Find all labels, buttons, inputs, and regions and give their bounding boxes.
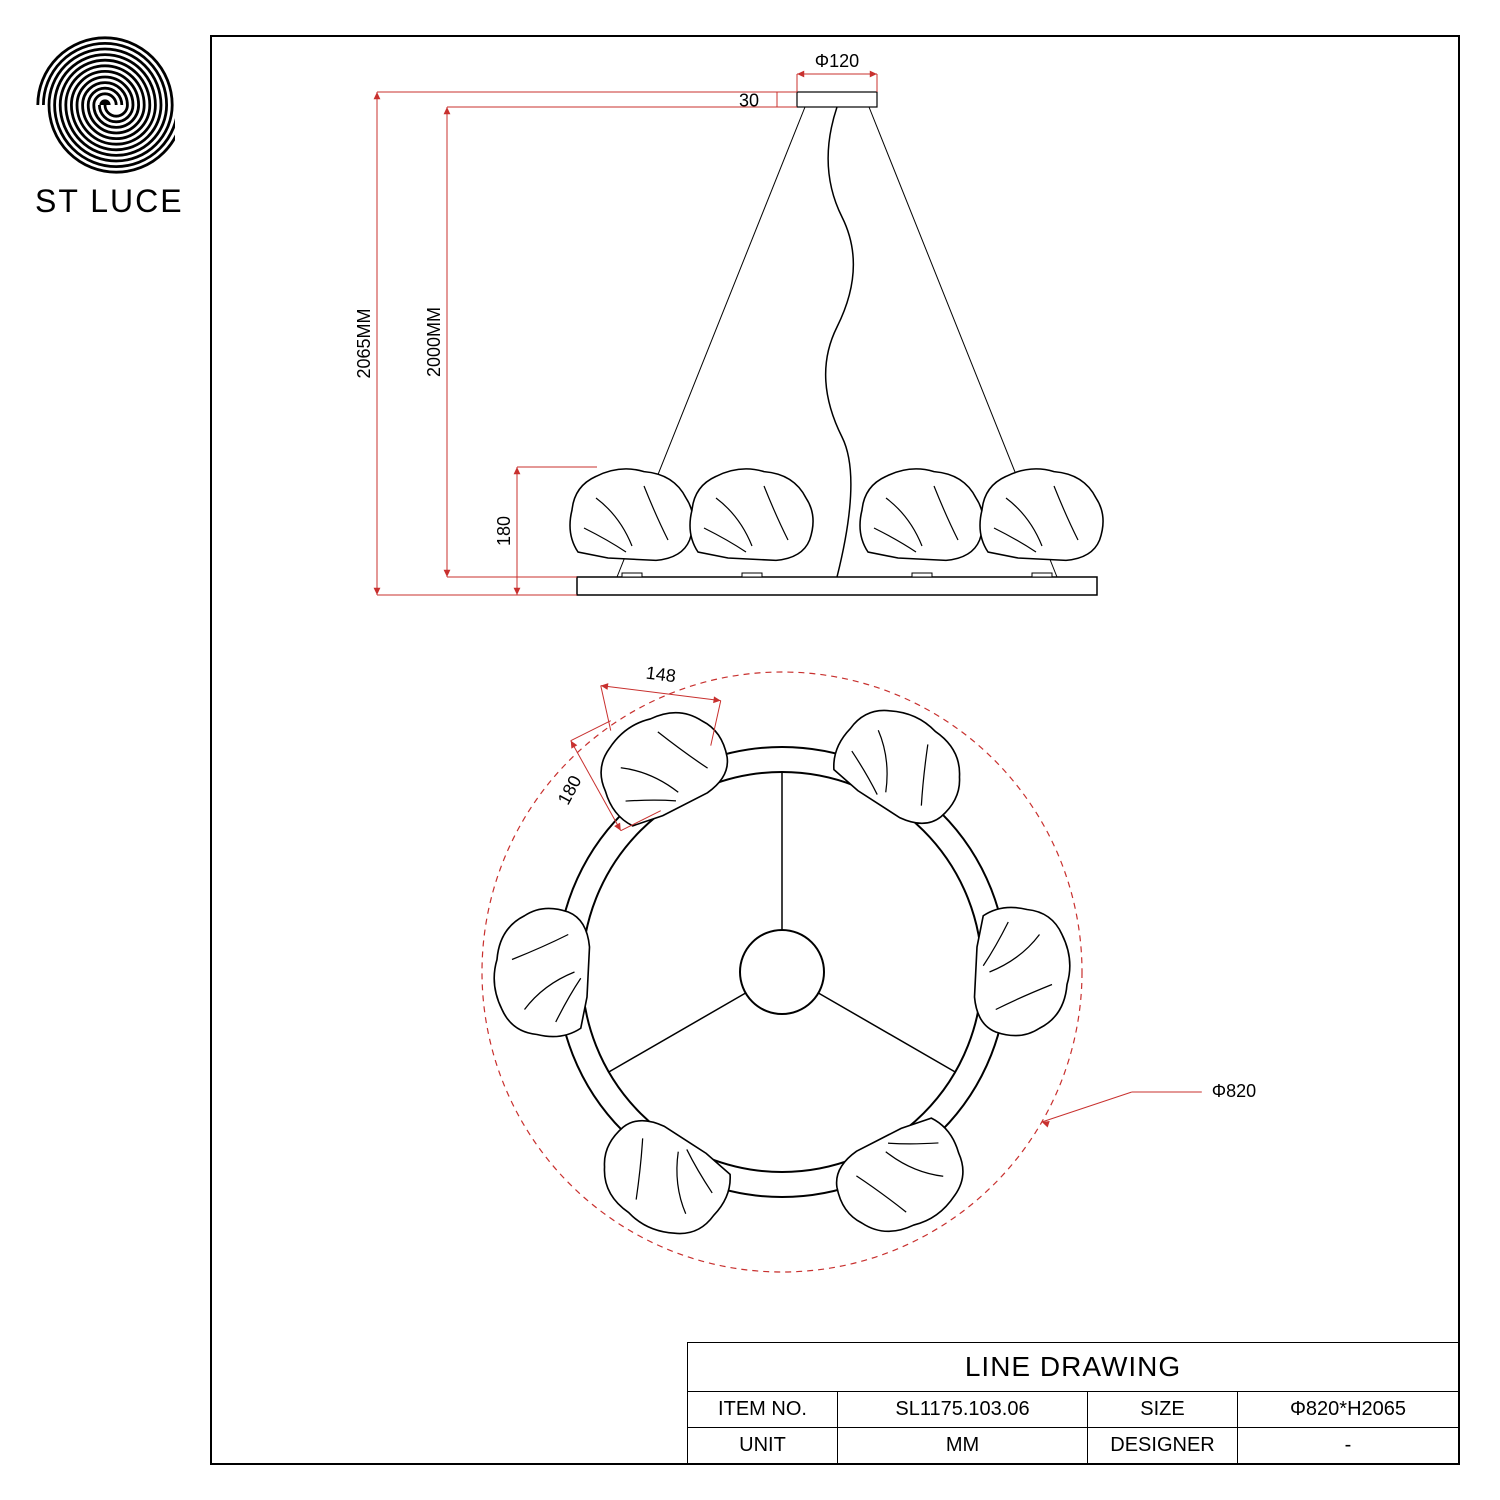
title-block-heading: LINE DRAWING (688, 1343, 1458, 1392)
label-item-no: ITEM NO. (688, 1392, 838, 1427)
svg-text:2065MM: 2065MM (354, 308, 374, 378)
svg-text:2000MM: 2000MM (424, 307, 444, 377)
drawing-sheet: Φ120301802000MM2065MM148180Φ820 LINE DRA… (210, 35, 1460, 1465)
drawing-area: Φ120301802000MM2065MM148180Φ820 (212, 37, 1458, 1327)
svg-text:180: 180 (494, 516, 514, 546)
svg-text:180: 180 (554, 772, 586, 808)
value-unit: MM (838, 1428, 1088, 1463)
technical-drawing: Φ120301802000MM2065MM148180Φ820 (212, 37, 1462, 1327)
label-designer: DESIGNER (1088, 1428, 1238, 1463)
svg-text:Φ820: Φ820 (1212, 1081, 1256, 1101)
label-unit: UNIT (688, 1428, 838, 1463)
title-block-row: ITEM NO. SL1175.103.06 SIZE Φ820*H2065 (688, 1392, 1458, 1428)
value-size: Φ820*H2065 (1238, 1392, 1458, 1427)
label-size: SIZE (1088, 1392, 1238, 1427)
value-designer: - (1238, 1428, 1458, 1463)
title-block: LINE DRAWING ITEM NO. SL1175.103.06 SIZE… (687, 1342, 1458, 1463)
title-block-row: UNIT MM DESIGNER - (688, 1428, 1458, 1463)
svg-text:Φ120: Φ120 (815, 51, 859, 71)
brand-logo-icon (35, 35, 175, 175)
brand-logo-block: ST LUCE (35, 35, 184, 220)
svg-text:148: 148 (645, 663, 677, 687)
brand-name: ST LUCE (35, 183, 184, 220)
value-item-no: SL1175.103.06 (838, 1392, 1088, 1427)
